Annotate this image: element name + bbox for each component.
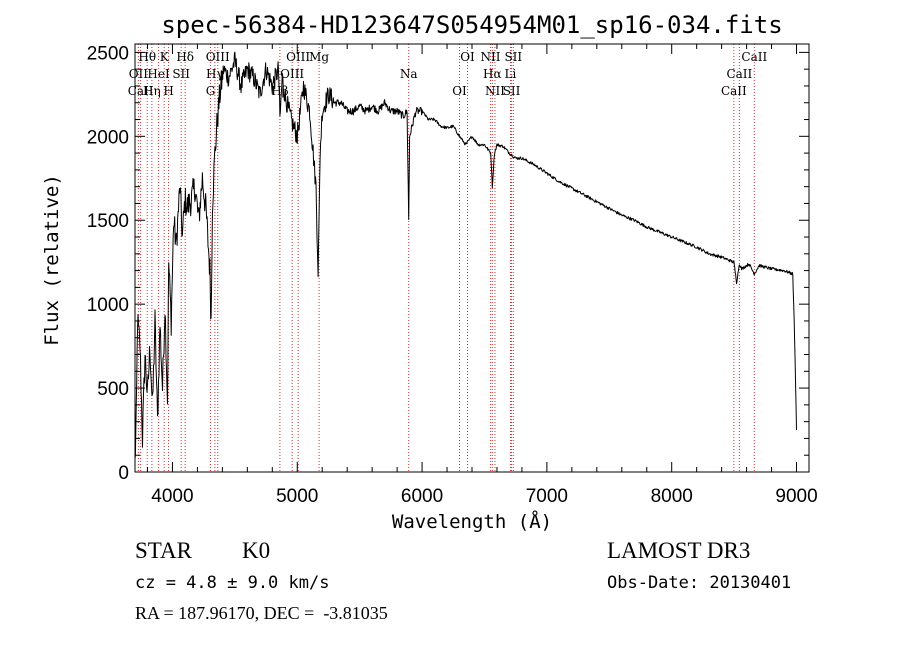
- y-tick-label: 0: [118, 463, 129, 484]
- line-marker-label: CaII: [741, 50, 767, 64]
- line-marker-label: OII: [129, 67, 149, 81]
- line-marker-label: CaII: [128, 84, 154, 98]
- line-marker-label: H: [163, 84, 173, 98]
- spectrum-series: [134, 51, 797, 459]
- line-marker-label: Hθ: [138, 50, 156, 64]
- line-marker-label: Li: [505, 67, 517, 81]
- line-marker-label: Hα: [483, 67, 502, 81]
- x-tick-label: 7000: [526, 486, 568, 507]
- line-marker-label: Hδ: [176, 50, 194, 64]
- line-marker-label: Hγ: [206, 67, 224, 81]
- survey-name: LAMOST DR3: [607, 538, 751, 563]
- y-tick-label: 2000: [87, 127, 129, 148]
- object-class: STAR: [135, 538, 192, 563]
- line-marker-label: NII: [480, 50, 500, 64]
- x-tick-label: 6000: [401, 486, 443, 507]
- y-tick-label: 2500: [87, 43, 129, 64]
- line-marker-label: K: [160, 50, 170, 64]
- y-axis-label: Flux (relative): [41, 174, 63, 346]
- line-marker-label: G: [206, 84, 216, 98]
- line-marker-label: CaII: [721, 84, 747, 98]
- line-marker-label: SII: [172, 67, 190, 81]
- object-subclass: K0: [242, 538, 271, 563]
- line-marker-label: NII: [485, 84, 505, 98]
- line-marker-label: OIII: [206, 50, 230, 64]
- line-marker-labels: HθOIICaIIKHeIHηHδSIIHOIIIHγGOIIIOIIIHβMg…: [128, 50, 768, 98]
- x-tick-label: 5000: [276, 486, 318, 507]
- coordinates: RA = 187.96170, DEC = -3.81035: [135, 603, 388, 623]
- x-tick-label: 8000: [651, 486, 693, 507]
- obs-date: Obs-Date: 20130401: [607, 573, 792, 593]
- chart-title: spec-56384-HD123647S054954M01_sp16-034.f…: [161, 11, 782, 39]
- x-tick-label: 4000: [151, 486, 193, 507]
- line-marker-label: Mg: [309, 50, 329, 64]
- line-marker-label: Na: [400, 67, 418, 81]
- redshift-text: cz = 4.8 ± 9.0 km/s: [135, 573, 330, 593]
- spectrum-line: [134, 51, 797, 459]
- line-marker-label: OIII: [286, 50, 310, 64]
- line-marker-label: HeI: [147, 67, 170, 81]
- x-tick-label: 9000: [775, 486, 817, 507]
- line-marker-label: CaII: [726, 67, 752, 81]
- line-marker-label: OI: [460, 50, 475, 64]
- x-axis-ticks: 4000 5000 6000 7000 8000 9000: [146, 44, 818, 507]
- line-marker-label: SII: [504, 50, 522, 64]
- y-axis-ticks: 0 500 1000 1500 2000 2500: [87, 43, 809, 484]
- line-marker-label: Hη: [143, 84, 161, 98]
- y-tick-label: 1000: [87, 295, 129, 316]
- line-markers: [137, 44, 755, 472]
- y-tick-label: 500: [97, 379, 129, 400]
- x-axis-label: Wavelength (Å): [392, 510, 552, 533]
- plot-frame: [134, 43, 810, 473]
- line-marker-label: OI: [452, 84, 467, 98]
- line-marker-label: OIII: [280, 67, 304, 81]
- line-marker-label: SII: [503, 84, 521, 98]
- y-tick-label: 1500: [87, 211, 129, 232]
